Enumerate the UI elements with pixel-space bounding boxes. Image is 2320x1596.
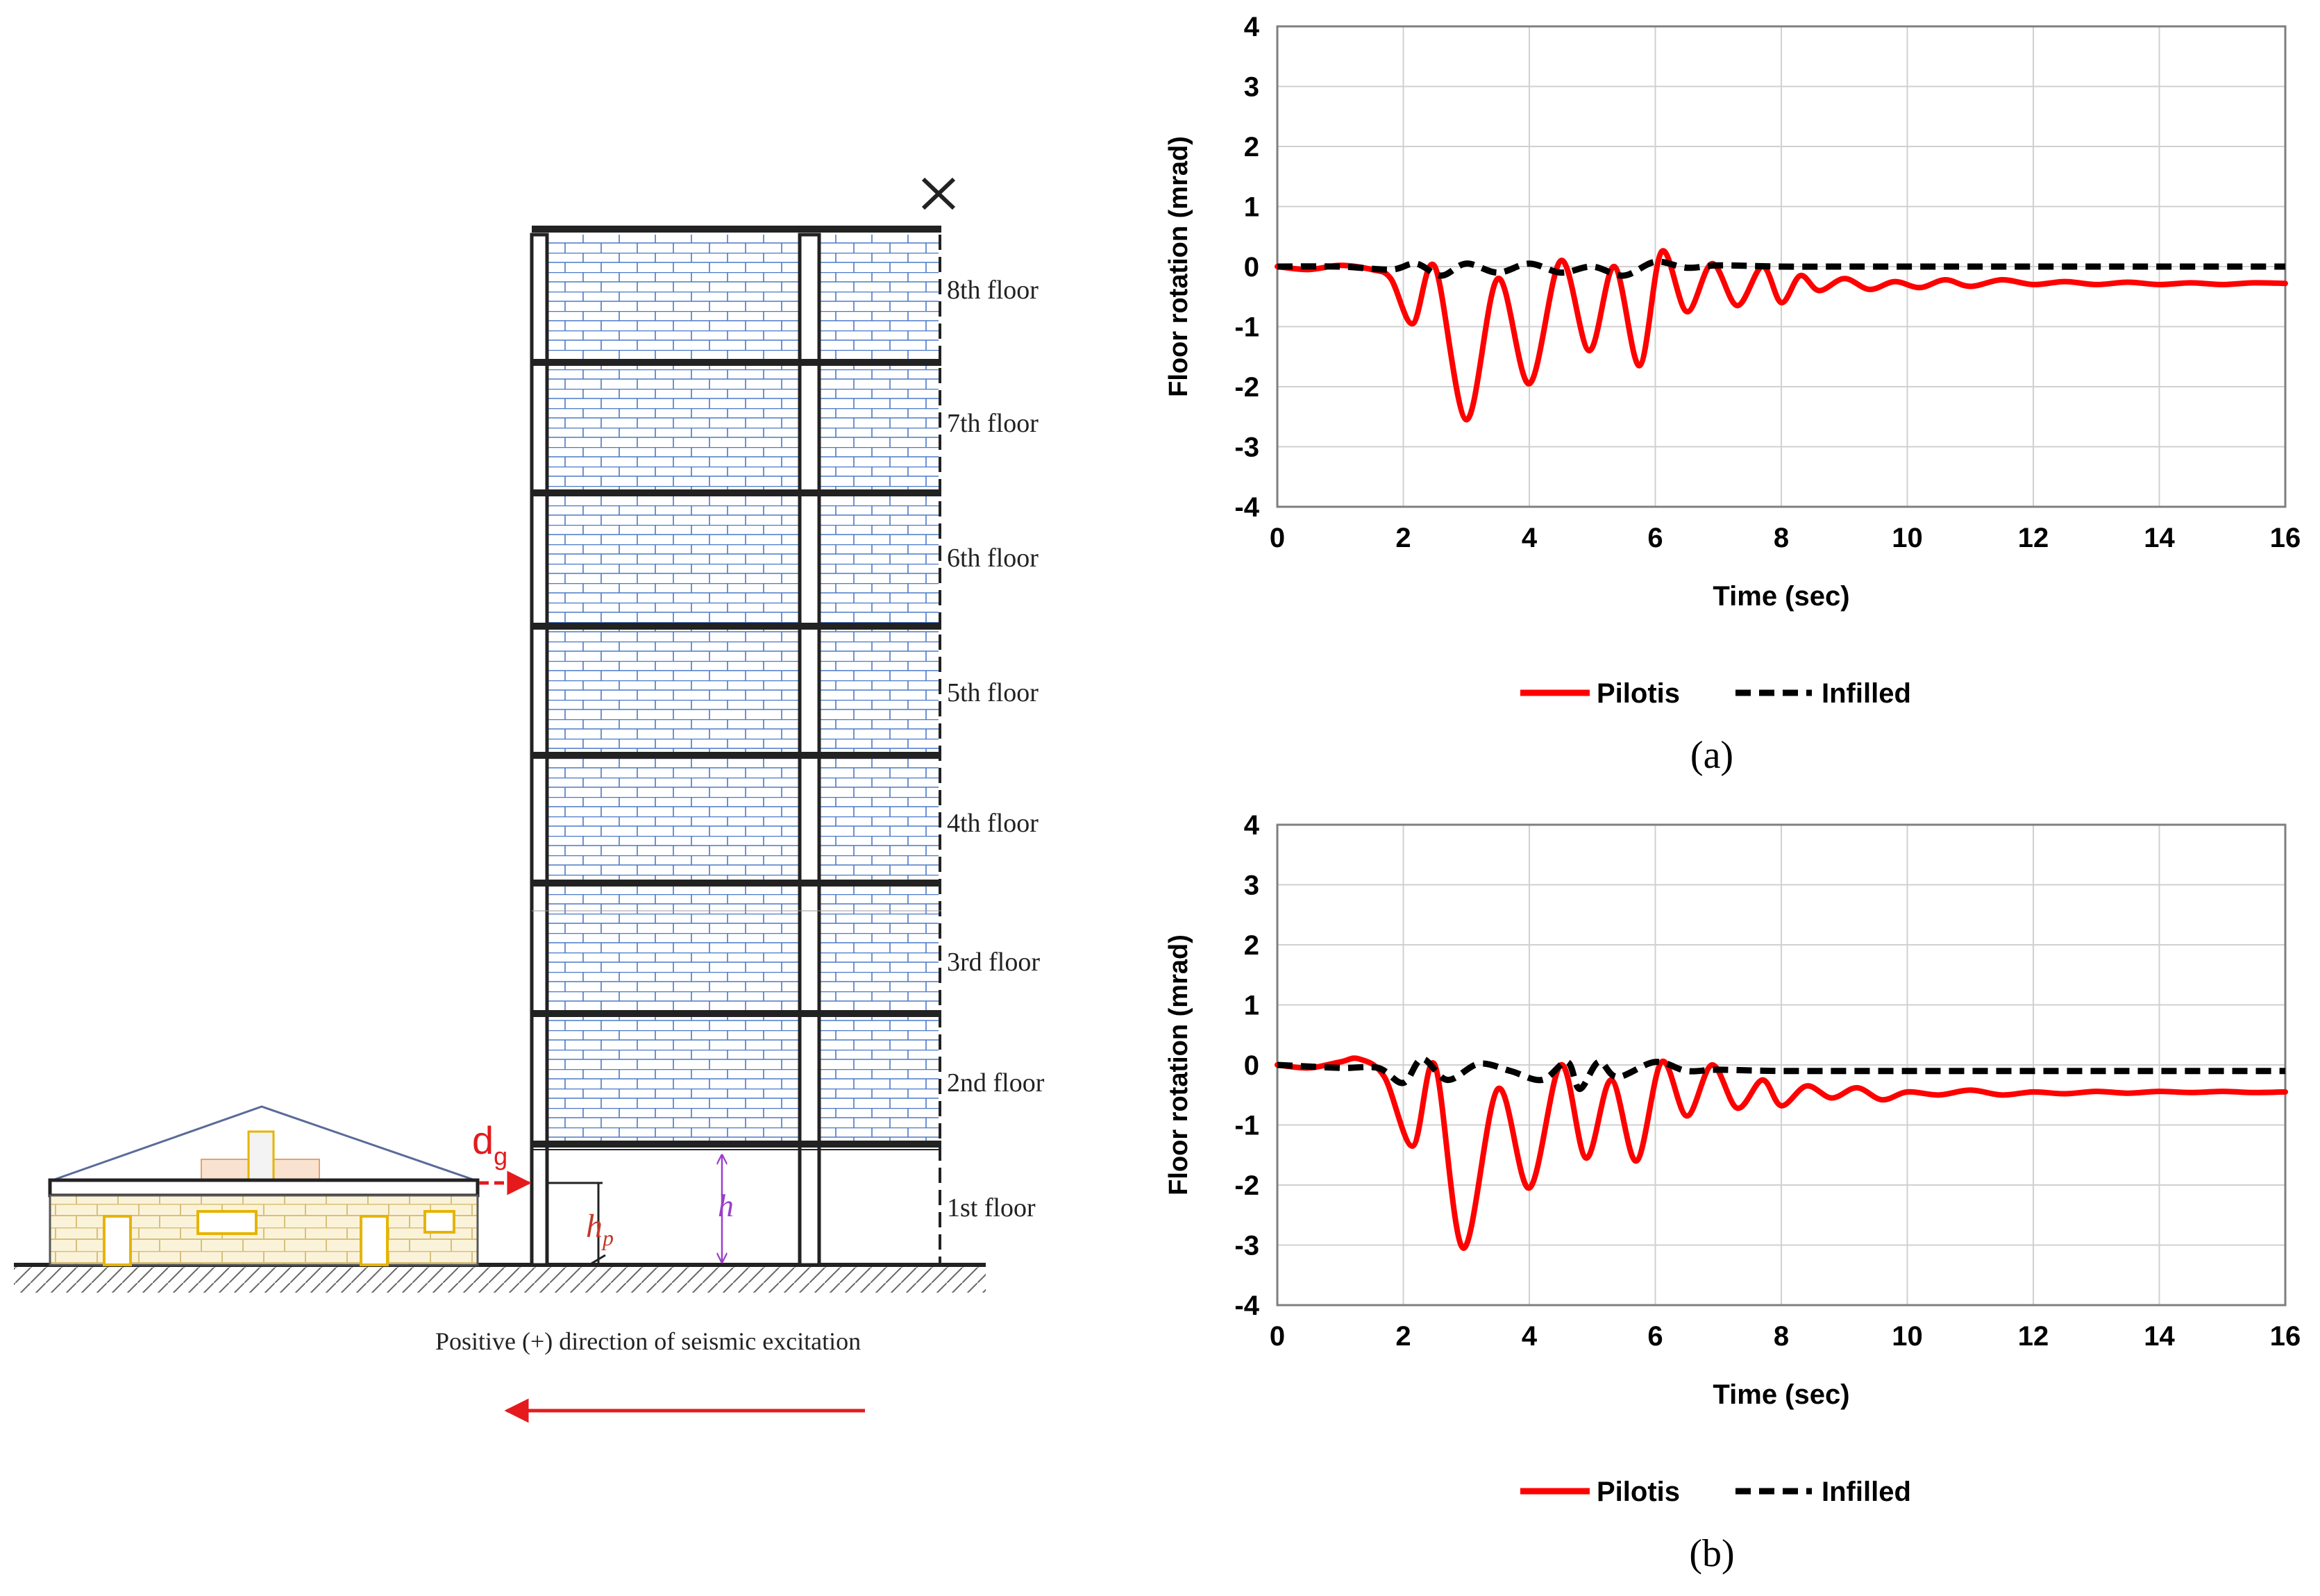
chart-b-ytick-0: 4 (1244, 810, 1260, 841)
chart-a-ytick-5: -1 (1234, 312, 1259, 343)
chart-a-ytick-4: 0 (1244, 252, 1259, 283)
chart-b-ytick-4: 0 (1244, 1050, 1259, 1081)
chart-a-xtick-2: 4 (1522, 523, 1538, 553)
chart-b-xtick-8: 16 (2270, 1321, 2301, 1352)
chart-b-series-infilled-line (1277, 1055, 2285, 1093)
chart-a-xtick-4: 8 (1774, 523, 1789, 553)
chart-a-ytick-3: 1 (1244, 192, 1259, 223)
chart-a-legend-label-infilled: Infilled (1822, 678, 1911, 709)
chart-b-xtick-4: 8 (1774, 1321, 1789, 1352)
chart-b-legend-label-infilled: Infilled (1822, 1477, 1911, 1507)
direction-caption: Positive (+) direction of seismic excita… (435, 1327, 861, 1355)
chart-a-series-pilotis-line (1275, 248, 2288, 423)
building-infill-walls (548, 235, 939, 1144)
ground (14, 1263, 986, 1293)
chart-a-ytick-1: 3 (1244, 72, 1259, 103)
floor-label-6: 6th floor (947, 544, 1039, 573)
chart-b-ytick-1: 3 (1244, 871, 1259, 901)
neighbouring-house (48, 1105, 480, 1266)
chart-a-ytick-7: -3 (1234, 432, 1259, 463)
chart-a-xtick-5: 10 (1892, 523, 1923, 553)
chart-b-legend-label-pilotis: Pilotis (1597, 1477, 1680, 1507)
chart-b-xtick-3: 6 (1647, 1321, 1663, 1352)
chart-a-legend: Pilotis Infilled (1520, 678, 1911, 709)
chart-a-series-infilled-line (1277, 258, 2285, 279)
chart-b-xtick-6: 12 (2018, 1321, 2049, 1352)
chart-a-ytick-8: -4 (1234, 492, 1259, 523)
floor-label-3: 3rd floor (947, 948, 1040, 977)
chart-a-ylabel: Floor rotation (mrad) (1164, 136, 1193, 397)
chart-b-ytick-3: 1 (1244, 991, 1259, 1021)
roof-x-mark (921, 177, 956, 210)
chart-a-ytick-2: 2 (1244, 132, 1259, 162)
floor-label-1: 1st floor (947, 1193, 1036, 1223)
chart-b-xtick-0: 0 (1270, 1321, 1285, 1352)
chart-a-ytick-0: 4 (1244, 12, 1260, 42)
chart-b-ytick-2: 2 (1244, 930, 1259, 961)
floor-label-4: 4th floor (947, 809, 1039, 838)
chart-a-xtick-1: 2 (1395, 523, 1411, 553)
chart-b-ytick-6: -2 (1234, 1170, 1259, 1201)
chart-a-ytick-6: -2 (1234, 372, 1259, 403)
chart-b-xtick-1: 2 (1395, 1321, 1411, 1352)
chart-b-xtick-7: 14 (2144, 1321, 2175, 1352)
chart-b-xtick-2: 4 (1522, 1321, 1538, 1352)
chart-b-xlabel: Time (sec) (1713, 1379, 1849, 1410)
chart-a-caption: (a) (1690, 734, 1733, 777)
chart-b-xtick-5: 10 (1892, 1321, 1923, 1352)
floor-label-8: 8th floor (947, 276, 1039, 305)
gap-label: dg (472, 1118, 507, 1170)
storey-height-label: h (718, 1188, 734, 1223)
pilotis-height-label: hp (586, 1208, 614, 1250)
chart-a-xtick-3: 6 (1647, 523, 1663, 553)
chart-b-caption: (b) (1689, 1532, 1734, 1575)
chart-b-ytick-7: -3 (1234, 1231, 1259, 1261)
building-elevation-diagram: 8th floor 7th floor 6th floor 5th floor … (14, 177, 1045, 1423)
building-frame (530, 226, 941, 1267)
storey-height-dimension: h (718, 1155, 734, 1262)
chart-a-xtick-8: 16 (2270, 523, 2301, 553)
chart-a-xtick-7: 14 (2144, 523, 2175, 553)
pilotis-height-dimension: hp (548, 1182, 614, 1265)
gap-dimension: dg (472, 1118, 532, 1195)
chart-b-legend: Pilotis Infilled (1520, 1477, 1911, 1507)
chart-b-ytick-8: -4 (1234, 1291, 1259, 1321)
floor-label-2: 2nd floor (947, 1068, 1045, 1098)
floor-labels: 8th floor 7th floor 6th floor 5th floor … (947, 276, 1045, 1223)
chart-a-legend-label-pilotis: Pilotis (1597, 678, 1680, 709)
chart-a-xtick-0: 0 (1270, 523, 1285, 553)
floor-label-5: 5th floor (947, 678, 1039, 707)
chart-a-xtick-6: 12 (2018, 523, 2049, 553)
chart-b-ylabel: Floor rotation (mrad) (1164, 934, 1193, 1195)
chart-a-xlabel: Time (sec) (1713, 581, 1849, 612)
floor-label-7: 7th floor (947, 409, 1039, 438)
chart-b-ytick-5: -1 (1234, 1111, 1259, 1141)
chart-b-series-pilotis-line (1275, 1055, 2288, 1251)
